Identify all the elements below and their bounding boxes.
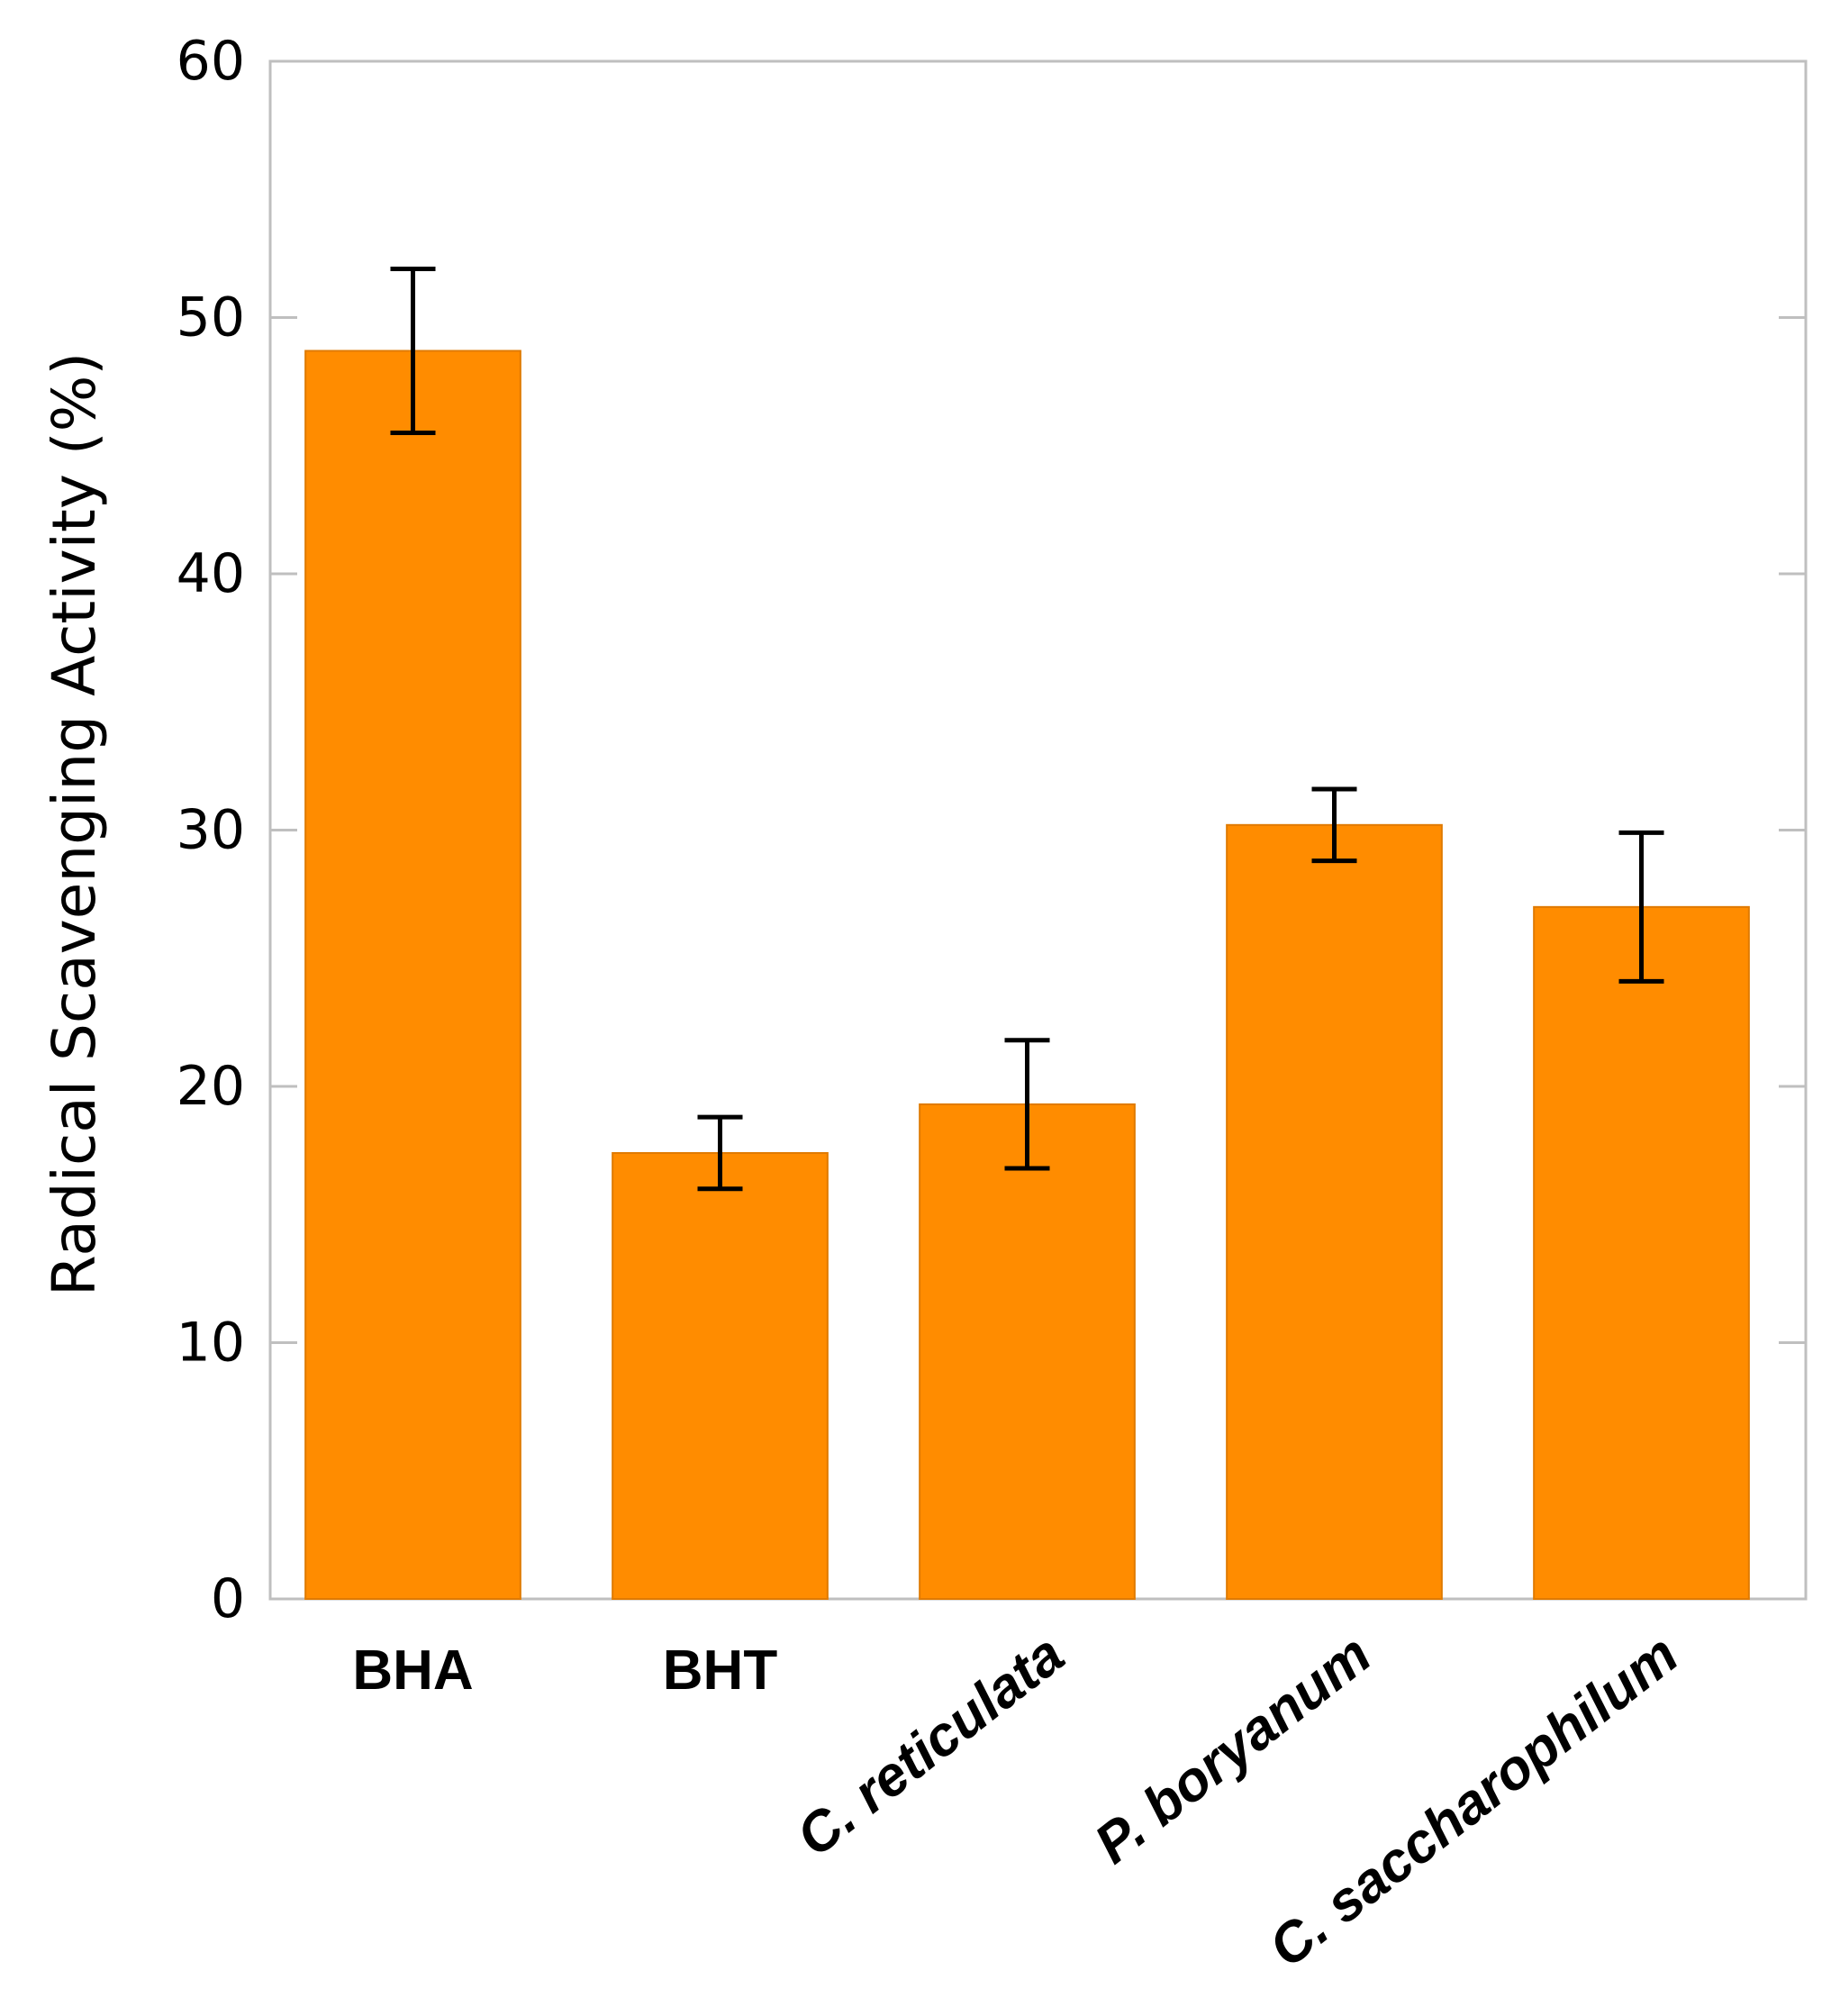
bars-group	[304, 350, 1750, 1601]
bar-0	[304, 350, 521, 1600]
y-tick-label-40: 40	[177, 542, 245, 605]
y-tick-label-20: 20	[177, 1055, 245, 1118]
bar-2	[919, 1103, 1136, 1601]
y-axis-ticks-group: 0 10 20 30 40 50 60	[177, 30, 1806, 1630]
bar-3	[1226, 823, 1443, 1600]
y-tick-label-10: 10	[177, 1312, 245, 1375]
x-category-label-3: P. boryanum	[1083, 1623, 1382, 1876]
y-tick-label-50: 50	[177, 286, 245, 350]
bar-4	[1533, 905, 1750, 1600]
y-tick-label-60: 60	[177, 30, 245, 93]
y-tick-label-30: 30	[177, 799, 245, 862]
x-category-label-2: C. reticulata	[785, 1623, 1075, 1869]
y-axis-label: Radical Scavenging Activity (%)	[40, 352, 109, 1296]
error-bars-group	[390, 266, 1664, 1192]
bar-1	[612, 1151, 829, 1600]
x-category-label-1: BHT	[663, 1639, 778, 1702]
y-tick-label-0: 0	[211, 1567, 245, 1630]
x-category-label-0: BHA	[352, 1639, 473, 1702]
